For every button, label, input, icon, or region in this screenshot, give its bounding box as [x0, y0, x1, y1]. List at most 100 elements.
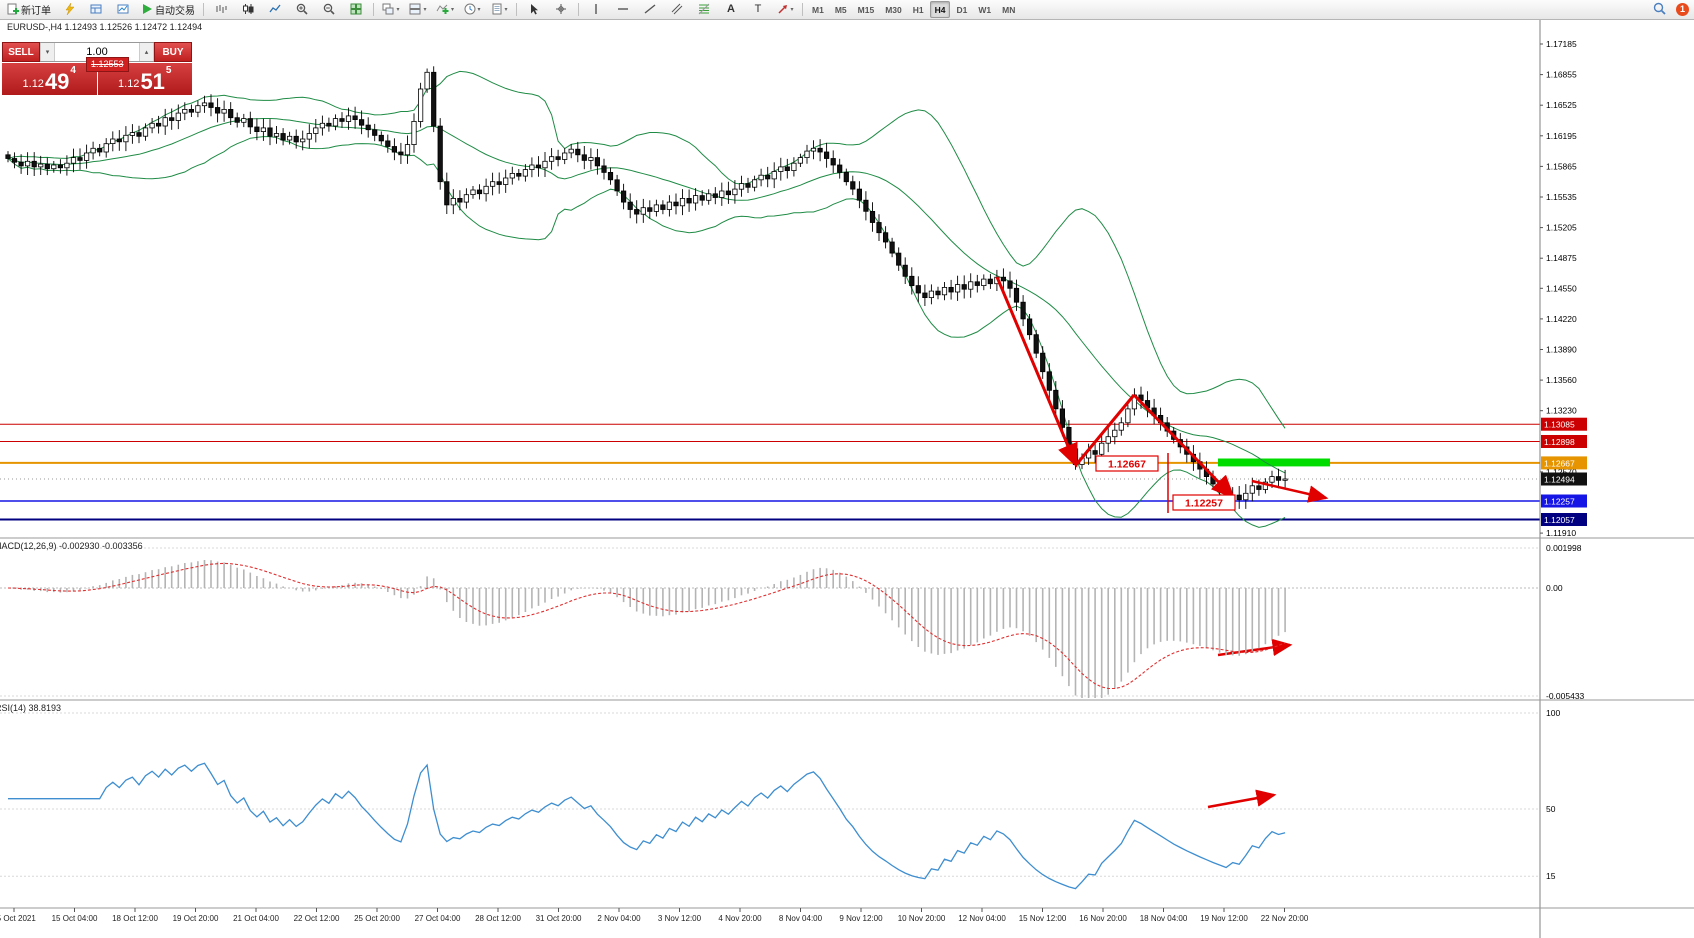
- time-axis[interactable]: 15 Oct 2021 15 Oct 04:00 18 Oct 12:00 19 Oc…: [0, 907, 1694, 923]
- indicators-button[interactable]: ▾: [432, 0, 458, 19]
- label-tool-button[interactable]: T: [745, 0, 771, 19]
- periods-button[interactable]: ▾: [459, 0, 485, 19]
- cascade-windows-icon: [382, 3, 394, 17]
- volume-stepper: ▾ ▴: [40, 42, 154, 62]
- text-tool-button[interactable]: A: [718, 0, 744, 19]
- price-tag: [1541, 494, 1587, 508]
- main-toolbar: 新订单 自动交易 ▾ ▾ ▾ ▾: [0, 0, 1694, 20]
- price-callout[interactable]: [1095, 455, 1159, 472]
- price-scale[interactable]: 1.17185 1.16855 1.16525 1.16195 1.15865 1.155…: [1539, 19, 1587, 938]
- trend-annotations[interactable]: [995, 276, 1329, 809]
- search-icon: [1653, 2, 1666, 17]
- channel-tool-button[interactable]: [664, 0, 690, 19]
- templates-button[interactable]: ▾: [486, 0, 512, 19]
- candlestick-mode-button[interactable]: [235, 0, 261, 19]
- timeframe-d1[interactable]: D1: [956, 4, 968, 15]
- line-chart-mode-button[interactable]: [262, 0, 288, 19]
- macd-panel: 0.001998 0.00 -0.005433: [0, 543, 1585, 701]
- time-axis-label: 15 Oct 2021: [0, 914, 36, 923]
- time-axis-label: 8 Nov 04:00: [779, 914, 823, 923]
- price-scale-label: 1.13890: [1546, 345, 1577, 355]
- fibonacci-tool-button[interactable]: [691, 0, 717, 19]
- timeframe-h4[interactable]: H4: [929, 1, 951, 18]
- trendline-tool-button[interactable]: [637, 0, 663, 19]
- time-axis-label: 27 Oct 04:00: [415, 914, 461, 923]
- rsi-indicator-label: RSI(14) 38.8193: [0, 703, 62, 713]
- search-button[interactable]: [1646, 0, 1672, 19]
- timeframe-h1[interactable]: H1: [912, 4, 924, 15]
- new-chart-button[interactable]: ▾: [378, 0, 404, 19]
- add-indicator-icon: [436, 2, 449, 17]
- time-axis-label: 15 Nov 12:00: [1019, 914, 1067, 923]
- trend-line-up: [1074, 394, 1136, 466]
- price-tag-text: 1.12494: [1544, 475, 1575, 485]
- zoom-in-button[interactable]: [289, 0, 315, 19]
- time-axis-label: 10 Nov 20:00: [898, 914, 946, 923]
- journal-button[interactable]: [56, 0, 82, 19]
- volume-up-button[interactable]: ▴: [139, 43, 154, 61]
- candlestick-icon: [242, 3, 254, 17]
- main-chart: [0, 66, 1540, 528]
- new-order-button[interactable]: 新订单: [3, 0, 55, 19]
- profiles-button[interactable]: ▾: [405, 0, 431, 19]
- fibonacci-icon: [698, 3, 710, 17]
- time-axis-label: 18 Nov 04:00: [1140, 914, 1188, 923]
- timeframe-w1[interactable]: W1: [978, 4, 992, 15]
- time-axis-label: 22 Oct 12:00: [294, 914, 340, 923]
- price-callout[interactable]: [1172, 494, 1236, 511]
- auto-trading-button[interactable]: 自动交易: [137, 0, 199, 19]
- data-window-button[interactable]: [83, 0, 109, 19]
- volume-input[interactable]: [55, 43, 139, 61]
- macd-arrow: [1217, 638, 1293, 657]
- time-axis-label: 18 Oct 12:00: [112, 914, 158, 923]
- price-tag-text: 1.12667: [1544, 458, 1575, 468]
- rsi-scale-label: 50: [1546, 804, 1556, 814]
- timeframe-m30[interactable]: M30: [885, 4, 902, 15]
- horizontal-line-tool-button[interactable]: [610, 0, 636, 19]
- timeframe-m1[interactable]: M1: [812, 4, 824, 15]
- toolbar-separator: [802, 3, 804, 16]
- crosshair-tool-button[interactable]: [548, 0, 574, 19]
- strategy-tester-button[interactable]: [110, 0, 136, 19]
- time-axis-label: 12 Nov 04:00: [958, 914, 1006, 923]
- timeframe-mn[interactable]: MN: [1002, 4, 1016, 15]
- trendline-icon: [644, 3, 656, 17]
- price-scale-label: 1.16195: [1546, 131, 1577, 141]
- vertical-line-tool-button[interactable]: [583, 0, 609, 19]
- chart-canvas[interactable]: 1.12667 1.12257 1.17185 1.16855 1.16525 1.161…: [0, 19, 1694, 938]
- tester-chart-icon: [117, 3, 129, 17]
- toolbar-separator: [203, 3, 204, 16]
- sell-button[interactable]: SELL: [2, 42, 40, 62]
- cursor-tool-button[interactable]: [521, 0, 547, 19]
- time-axis-label: 3 Nov 12:00: [658, 914, 702, 923]
- time-axis-label: 2 Nov 04:00: [597, 914, 641, 923]
- macd-histogram: [13, 560, 1286, 698]
- notification-badge[interactable]: 1: [1676, 3, 1689, 16]
- bar-chart-mode-button[interactable]: [208, 0, 234, 19]
- candlestick-series: [5, 66, 1288, 509]
- new-order-label: 新订单: [21, 6, 51, 17]
- timeframe-m15[interactable]: M15: [857, 4, 875, 15]
- tile-wind ows-icon: [350, 3, 362, 17]
- time-axis-label: 31 Oct 20:00: [536, 914, 582, 923]
- buy-price-display[interactable]: 1.12 51 5: [97, 63, 192, 95]
- tile-horizontal-icon: [409, 3, 421, 17]
- zoom-out-button[interactable]: [316, 0, 342, 19]
- arrows-tool-button[interactable]: ▾: [772, 0, 798, 19]
- rsi-arrow: [1207, 789, 1277, 809]
- tile-windows-button[interactable]: [343, 0, 369, 19]
- trend-arrow-down-2: [1132, 393, 1236, 500]
- macd-scale-label: 0.00: [1546, 583, 1563, 593]
- toolbar-separator: [373, 3, 374, 16]
- price-tag-text: 1.13085: [1544, 420, 1575, 430]
- time-axis-label: 21 Oct 04:00: [233, 914, 279, 923]
- time-axis-label: 28 Oct 12:00: [475, 914, 521, 923]
- timeframe-m5[interactable]: M5: [834, 4, 847, 15]
- bar-chart-icon: [215, 3, 227, 17]
- template-icon: [491, 3, 503, 17]
- buy-button[interactable]: BUY: [154, 42, 192, 62]
- volume-down-button[interactable]: ▾: [40, 43, 55, 61]
- sell-price-display[interactable]: 1.12 49 4: [2, 63, 97, 95]
- price-scale-label: 1.15535: [1546, 192, 1577, 202]
- highlight-zone[interactable]: [1218, 458, 1330, 467]
